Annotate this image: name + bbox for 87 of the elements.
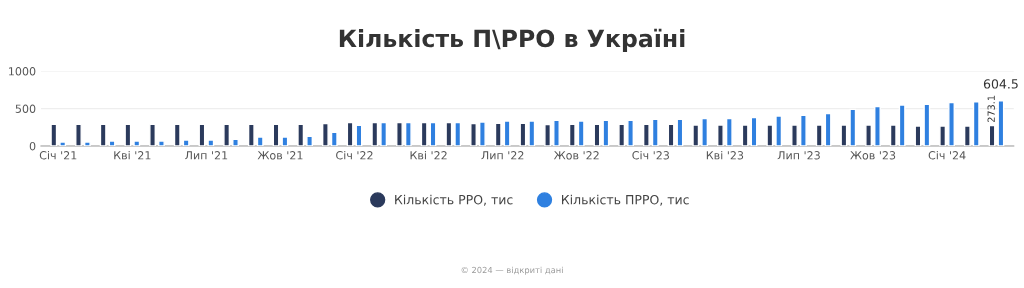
chart-title: Кількість П\РРО в Україні (339, 28, 685, 52)
bar (642, 123, 650, 147)
x-tick-label: Січ '23 (632, 150, 669, 160)
bar (256, 136, 264, 147)
x-tick-label: Жов '21 (257, 151, 303, 160)
bar (75, 123, 82, 147)
bar (470, 122, 477, 147)
bar (577, 120, 585, 147)
bar (618, 123, 626, 147)
x-tick-label: Кві '23 (706, 150, 744, 160)
y-tick-label: 1000 (9, 67, 36, 76)
bar (889, 124, 897, 147)
bar (445, 121, 453, 147)
bar (840, 124, 848, 147)
bar (602, 119, 610, 147)
data-label: 604.5 (983, 79, 1018, 89)
bar (865, 124, 872, 147)
text: © 2024 — відкриті дані (461, 266, 563, 275)
bar (914, 125, 922, 147)
bar (799, 114, 807, 147)
bar (404, 121, 412, 147)
x-tick-label: Лип '21 (185, 151, 228, 160)
bar (544, 123, 552, 147)
bar (158, 140, 165, 147)
bar (627, 119, 634, 147)
x-tick-label: Січ '21 (39, 150, 77, 160)
bar (692, 124, 700, 147)
bar (173, 123, 181, 147)
bar (553, 119, 560, 147)
bar (815, 124, 823, 147)
bar (50, 123, 58, 147)
y-tick-label: 500 (15, 104, 36, 113)
bar (849, 108, 857, 147)
bar (479, 121, 486, 147)
bar (923, 103, 931, 147)
bar (775, 115, 783, 147)
x-tick-label: Кві '21 (114, 150, 151, 160)
bar (321, 122, 329, 147)
x-tick-label: Лип '23 (777, 151, 820, 160)
bar (948, 101, 955, 147)
bar (380, 121, 388, 147)
bar (396, 121, 403, 147)
bar (766, 124, 774, 147)
bar (207, 139, 215, 147)
bar (182, 139, 190, 147)
bar (725, 117, 733, 147)
bar (454, 121, 462, 147)
y-tick-label: 0 (29, 141, 36, 151)
bar (420, 121, 428, 147)
bar (494, 122, 502, 147)
legend-label: Кількість РРО, тис (395, 194, 513, 206)
bar (59, 141, 67, 147)
bar (741, 124, 749, 147)
bar (124, 123, 132, 147)
bar (247, 123, 255, 147)
bar (108, 140, 116, 147)
x-tick-label: Жов '23 (850, 151, 896, 160)
bar (99, 123, 107, 147)
bar (568, 123, 576, 147)
bar (297, 123, 305, 147)
bar (223, 123, 231, 147)
bar (330, 131, 338, 147)
bar (972, 101, 980, 147)
bar (939, 125, 947, 147)
bar (149, 123, 156, 147)
bar (651, 118, 659, 147)
bar (371, 121, 379, 147)
x-tick-label: Жов '22 (553, 151, 599, 160)
bar (232, 138, 239, 147)
bar (791, 124, 798, 147)
bar (874, 105, 881, 147)
bar (701, 117, 709, 147)
x-tick-label: Лип '22 (481, 151, 524, 160)
x-tick-label: Кві '22 (410, 150, 447, 160)
bar (503, 120, 511, 147)
bar (528, 120, 536, 147)
bar (83, 141, 91, 147)
bar (717, 124, 724, 147)
bar (133, 140, 141, 147)
bar (306, 135, 314, 147)
bar (898, 104, 906, 147)
x-tick-label: Січ '22 (336, 150, 373, 160)
data-label: 273.1 (987, 95, 995, 123)
legend-label: Кількість ПРРО, тис (562, 194, 689, 206)
bar (963, 125, 971, 147)
bar (281, 136, 289, 147)
x-tick-label: Січ '24 (928, 150, 966, 160)
